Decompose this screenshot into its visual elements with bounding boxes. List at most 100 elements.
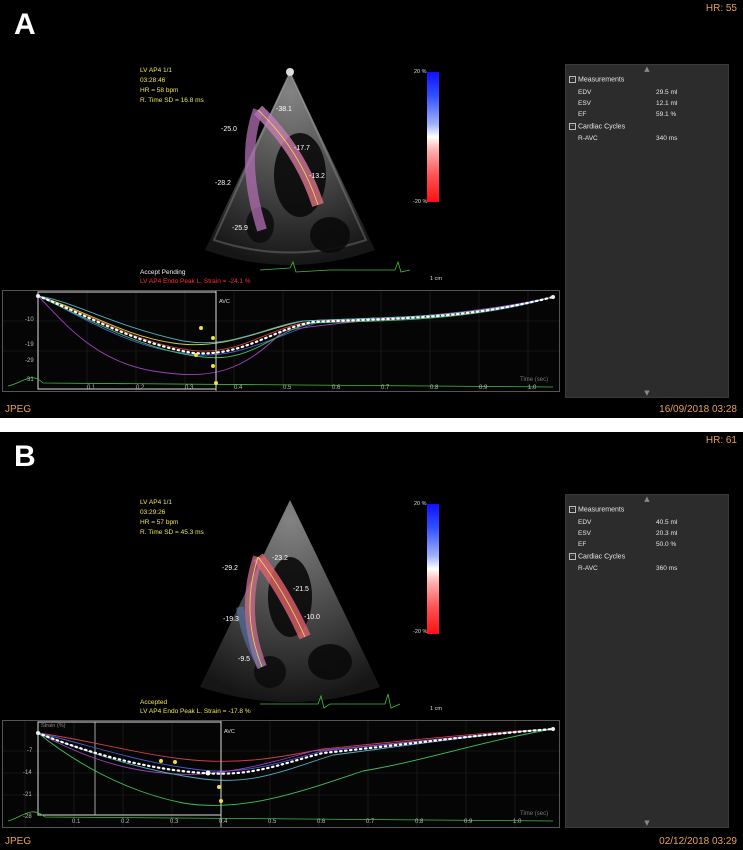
measurement-value: 12.1 ml xyxy=(656,100,678,107)
measurement-label: EDV xyxy=(578,519,592,526)
y-tick: -28 xyxy=(23,814,32,820)
strain-curves xyxy=(3,721,559,827)
status-text: Accepted xyxy=(140,699,168,706)
time-axis-label: Time (sec) xyxy=(520,377,549,383)
scale-bottom-label: -20 % xyxy=(413,629,428,635)
strain-color-scale xyxy=(427,72,439,202)
y-tick: -31 xyxy=(25,377,34,383)
avc-label: AVC xyxy=(219,299,230,305)
cycle-value: 360 ms xyxy=(656,565,678,572)
cycle-label: R-AVC xyxy=(578,565,598,572)
x-tick: 0.5 xyxy=(283,385,292,391)
measurement-label: ESV xyxy=(578,100,592,107)
segment-value: -21.5 xyxy=(293,586,309,593)
panel-letter: A xyxy=(14,8,36,41)
measurement-label: EF xyxy=(578,111,587,118)
segment-value: -29.2 xyxy=(222,565,238,572)
time-axis-label: Time (sec) xyxy=(520,811,549,817)
acquisition-time: 03:28:46 xyxy=(140,77,166,84)
echo-image xyxy=(205,68,411,273)
x-tick: 0.9 xyxy=(464,819,473,825)
heart-rate-readout: HR: 55 xyxy=(705,3,737,14)
cardiac-cycles-header: Cardiac Cycles xyxy=(578,553,626,561)
strain-color-scale xyxy=(427,504,439,634)
measurement-value: 40.5 ml xyxy=(656,519,678,526)
segment-value: -9.5 xyxy=(238,656,251,663)
depth-scale-label: 1 cm xyxy=(430,706,442,712)
x-tick: 0.7 xyxy=(366,819,375,825)
acquisition-time: 03:29:26 xyxy=(140,509,166,516)
format-label: JPEG xyxy=(5,404,32,415)
panel-letter: B xyxy=(14,440,36,473)
x-tick: 0.2 xyxy=(121,819,130,825)
y-tick: -7 xyxy=(27,748,33,754)
heart-rate: HR = 57 bpm xyxy=(140,519,179,526)
cardiac-cycles-section[interactable]: − Cardiac Cycles xyxy=(569,123,625,130)
view-label: LV AP4 1/1 xyxy=(140,499,173,506)
segment-value: -25.0 xyxy=(221,126,237,133)
measurement-label: ESV xyxy=(578,530,592,537)
segment-value: -13.2 xyxy=(309,173,325,180)
measurements-panel[interactable]: ▲ − Measurements EDV 40.5 ml ESV 20.3 ml … xyxy=(565,494,729,828)
x-tick: 0.1 xyxy=(87,385,96,391)
view-label: LV AP4 1/1 xyxy=(140,67,173,74)
scale-bottom-label: -20 % xyxy=(413,199,428,205)
y-tick: -14 xyxy=(23,770,32,776)
x-tick: 1.0 xyxy=(528,385,537,391)
scroll-down-arrow[interactable]: ▼ xyxy=(644,819,650,827)
measurements-section[interactable]: − Measurements xyxy=(569,506,624,513)
measurement-value: 29.5 ml xyxy=(656,89,678,96)
status-text: Accept Pending xyxy=(140,269,186,276)
measurements-panel[interactable]: ▲ − Measurements EDV 29.5 ml ESV 12.1 ml … xyxy=(565,64,729,398)
scroll-up-arrow[interactable]: ▲ xyxy=(644,65,650,73)
status-block: Accept Pending LV AP4 Endo Peak L. Strai… xyxy=(140,268,251,286)
measurement-label: EDV xyxy=(578,89,592,96)
timestamp: 02/12/2018 03:29 xyxy=(659,836,737,847)
acquisition-info: LV AP4 1/1 03:28:46 HR = 58 bpm R. Time … xyxy=(140,66,204,106)
cardiac-cycles-section[interactable]: − Cardiac Cycles xyxy=(569,553,625,560)
y-tick: -10 xyxy=(25,317,34,323)
timestamp: 16/09/2018 03:28 xyxy=(659,404,737,415)
panel-b: B HR: 61 -23.2 -29.2 -21.5 -19.3 -10.0 -… xyxy=(0,432,743,850)
segment-value: -19.3 xyxy=(223,616,239,623)
x-tick: 0.7 xyxy=(381,385,390,391)
peak-strain-text: LV AP4 Endo Peak L. Strain = -17.8 % xyxy=(140,708,251,715)
scroll-up-arrow[interactable]: ▲ xyxy=(644,495,650,503)
cycle-label: R-AVC xyxy=(578,135,598,142)
collapse-icon[interactable]: − xyxy=(569,76,576,83)
y-tick: -29 xyxy=(25,358,34,364)
strain-curve-graph: Strain (%) -7 -14 -21 -28 AVC Time (sec)… xyxy=(2,720,560,828)
x-tick: 0.8 xyxy=(415,819,424,825)
measurements-header: Measurements xyxy=(578,76,625,84)
echo-image xyxy=(200,500,401,709)
strain-curve-graph: -10 -19 -29 -31 AVC Time (sec) 0.1 0.2 0… xyxy=(2,290,560,392)
segment-value: -28.2 xyxy=(215,180,231,187)
measurement-value: 59.1 % xyxy=(656,111,677,118)
collapse-icon[interactable]: − xyxy=(569,553,576,560)
status-block: Accepted LV AP4 Endo Peak L. Strain = -1… xyxy=(140,698,251,716)
collapse-icon[interactable]: − xyxy=(569,506,576,513)
x-tick: 0.3 xyxy=(185,385,194,391)
x-tick: 0.4 xyxy=(219,819,228,825)
x-tick: 1.0 xyxy=(513,819,522,825)
acquisition-info: LV AP4 1/1 03:29:26 HR = 57 bpm R. Time … xyxy=(140,498,204,538)
avc-label: AVC xyxy=(224,729,235,735)
strain-axis-label: Strain (%) xyxy=(41,723,66,729)
collapse-icon[interactable]: − xyxy=(569,123,576,130)
peak-strain-text: LV AP4 Endo Peak L. Strain = -24.1 % xyxy=(140,278,251,285)
measurement-label: EF xyxy=(578,541,587,548)
measurements-section[interactable]: − Measurements xyxy=(569,76,624,83)
measurements-header: Measurements xyxy=(578,506,625,514)
strain-curves xyxy=(3,291,559,391)
panel-a: A HR: 55 -38.1 -25.0 -17.7 -28.2 -13.2 -… xyxy=(0,0,743,418)
x-tick: 0.5 xyxy=(268,819,277,825)
x-tick: 0.6 xyxy=(317,819,326,825)
segment-value: -38.1 xyxy=(276,106,292,113)
segment-value: -23.2 xyxy=(272,555,288,562)
cardiac-cycles-header: Cardiac Cycles xyxy=(578,123,626,131)
measurement-value: 50.0 % xyxy=(656,541,677,548)
scroll-down-arrow[interactable]: ▼ xyxy=(644,389,650,397)
segment-value: -10.0 xyxy=(304,614,320,621)
segment-value: -17.7 xyxy=(294,145,310,152)
x-tick: 0.1 xyxy=(72,819,81,825)
